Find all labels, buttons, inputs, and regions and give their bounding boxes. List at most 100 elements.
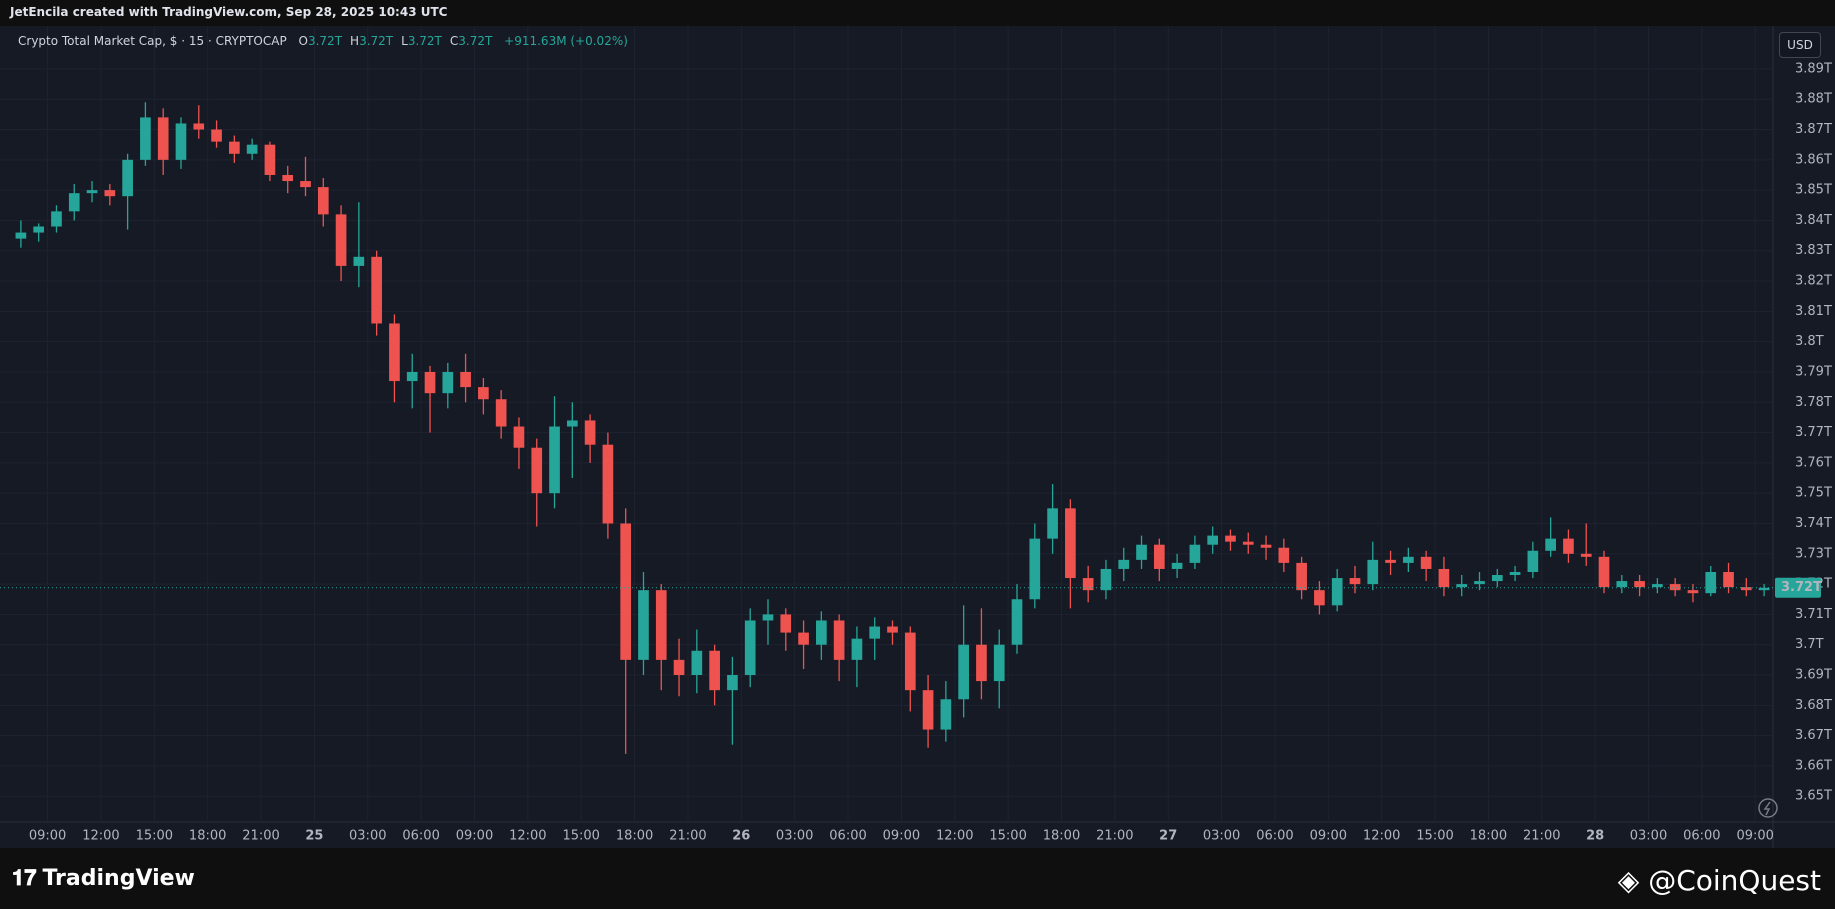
candle-body — [691, 650, 703, 676]
candle-body — [1705, 571, 1717, 594]
candle-body — [495, 399, 507, 427]
candle-body — [1225, 535, 1236, 542]
x-tick-label: 12:00 — [509, 829, 546, 844]
y-tick-label: 3.66T — [1795, 758, 1832, 773]
x-tick-label: 12:00 — [1363, 829, 1400, 844]
x-tick-label: 21:00 — [1096, 829, 1133, 844]
candle-body — [282, 174, 294, 182]
candle-body — [976, 644, 987, 682]
legend: Crypto Total Market Cap, $ · 15 · CRYPTO… — [18, 34, 628, 48]
x-tick-label: 09:00 — [1736, 829, 1773, 844]
y-tick-label: 3.86T — [1795, 152, 1832, 167]
candle-body — [460, 371, 471, 388]
candle-body — [86, 190, 98, 194]
candle-body — [371, 256, 382, 324]
candle-body — [1563, 538, 1574, 554]
ohlc-key: O — [298, 34, 308, 48]
x-tick-label: 09:00 — [1310, 829, 1347, 844]
candle-body — [1527, 550, 1539, 572]
y-tick-label: 3.68T — [1795, 698, 1832, 713]
grid — [0, 26, 1773, 822]
candle-body — [335, 214, 347, 266]
candle-body — [1456, 584, 1468, 588]
candle-body — [549, 426, 560, 494]
x-tick-label: 09:00 — [883, 829, 920, 844]
currency-button[interactable]: USD — [1779, 32, 1821, 58]
candle-body — [513, 426, 525, 448]
candle-body — [531, 447, 543, 494]
candle-body — [211, 129, 222, 142]
y-tick-label: 3.73T — [1795, 546, 1832, 561]
candle-body — [1616, 581, 1628, 588]
x-tick-label: 27 — [1159, 829, 1177, 844]
y-tick-label: 3.78T — [1795, 395, 1832, 410]
candle-body — [798, 632, 809, 645]
candle-body — [424, 371, 436, 394]
y-tick-label: 3.75T — [1795, 486, 1832, 501]
candle-body — [638, 590, 649, 660]
x-tick-label: 15:00 — [1416, 829, 1453, 844]
y-tick-label: 3.85T — [1795, 183, 1832, 198]
candle-body — [1207, 535, 1219, 545]
candle-body — [1260, 544, 1272, 548]
candles — [15, 102, 1770, 754]
candle-body — [584, 420, 596, 445]
candle-body — [1669, 584, 1681, 591]
header: JetEncila created with TradingView.com, … — [10, 5, 448, 19]
x-tick-label: 21:00 — [669, 829, 706, 844]
candle-body — [1385, 559, 1396, 563]
axes: 3.65T 3.66T 3.67T 3.68T 3.69T 3.7T 3.71T 3.72T 3… — [0, 61, 1832, 844]
candle-body — [620, 523, 632, 660]
candle-body — [1438, 568, 1450, 588]
candle-body — [104, 190, 116, 197]
brand: 𝟏𝟕 TradingView — [12, 866, 195, 891]
candle-body — [566, 420, 578, 427]
ohlc-value: 3.72T — [307, 34, 343, 48]
symbol-title: Crypto Total Market Cap, $ · 15 · CRYPTO… — [18, 34, 287, 48]
candle-body — [1545, 538, 1556, 551]
watermark-text: @CoinQuest — [1648, 864, 1821, 897]
y-tick-label: 3.81T — [1795, 304, 1832, 319]
ohlc-value: 3.72T — [458, 34, 493, 48]
candle-body — [353, 256, 365, 266]
candle-body — [1189, 544, 1201, 563]
ohlc-key: C — [449, 34, 459, 48]
candle-body — [175, 123, 187, 160]
y-tick-label: 3.71T — [1795, 607, 1832, 622]
y-tick-label: 3.69T — [1795, 668, 1832, 683]
y-tick-label: 3.74T — [1795, 516, 1832, 531]
y-tick-label: 3.76T — [1795, 455, 1832, 470]
y-tick-label: 3.87T — [1795, 122, 1832, 137]
x-tick-label: 28 — [1586, 829, 1604, 844]
candle-body — [389, 323, 400, 382]
candle-body — [442, 371, 454, 394]
candle-body — [1474, 581, 1485, 585]
y-tick-label: 3.7T — [1795, 637, 1824, 652]
x-tick-label: 18:00 — [616, 829, 653, 844]
candle-body — [1011, 599, 1023, 645]
y-tick-label: 3.8T — [1795, 334, 1824, 349]
candle-body — [1652, 584, 1663, 588]
candle-body — [1100, 568, 1112, 591]
x-tick-label: 03:00 — [1630, 829, 1667, 844]
change: +911.63M (+0.02%) — [504, 34, 628, 48]
candle-body — [1331, 578, 1343, 606]
ohlc-value: 3.72T — [359, 34, 394, 48]
x-tick-label: 06:00 — [402, 829, 439, 844]
x-tick-label: 15:00 — [136, 829, 173, 844]
candle-body — [1687, 590, 1699, 594]
candle-body — [922, 690, 934, 730]
x-tick-label: 12:00 — [82, 829, 119, 844]
candle-body — [300, 181, 311, 188]
candle-body — [1314, 590, 1325, 606]
candle-body — [1082, 578, 1094, 591]
ohlc: O3.72T H3.72T L3.72T C3.72T — [291, 34, 493, 48]
candle-body — [1136, 544, 1147, 560]
replay-icon[interactable] — [1758, 798, 1778, 818]
candle-body — [1634, 581, 1645, 588]
candle-body — [1740, 587, 1752, 591]
candle-body — [157, 117, 169, 160]
x-tick-label: 09:00 — [456, 829, 493, 844]
